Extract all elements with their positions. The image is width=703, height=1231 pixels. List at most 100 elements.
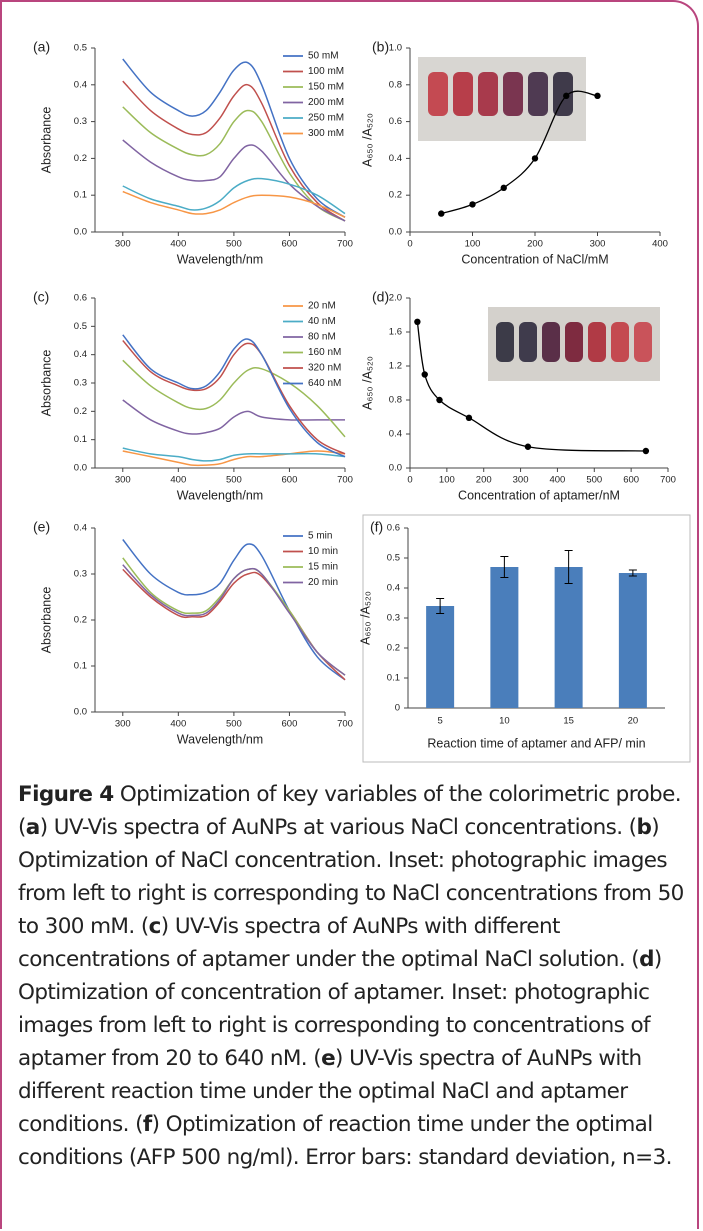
y-tick-label: 0.4 (387, 583, 400, 594)
x-axis-label: Concentration of aptamer/nM (458, 488, 620, 502)
x-tick-label: 600 (282, 239, 298, 250)
caption-run: ) Optimization of concentration of aptam… (18, 947, 662, 1071)
error-bar (628, 569, 637, 577)
legend-label: 40 nM (308, 316, 336, 327)
y-tick-label: 0.5 (74, 321, 87, 332)
y-tick-label: 1.6 (389, 327, 402, 338)
y-tick-label: 0.2 (74, 615, 87, 626)
y-tick-label: 0.0 (389, 227, 402, 238)
spectrum-line (122, 190, 346, 218)
legend-label: 250 mM (308, 113, 344, 124)
caption-run: ) UV-Vis spectra of AuNPs at various NaC… (39, 815, 637, 840)
y-axis-label: A₆₅₀ /A₅₂₀ (360, 113, 374, 167)
x-axis-label: Wavelength/nm (177, 252, 263, 266)
spectrum-line (122, 359, 346, 438)
x-tick-label: 300 (115, 475, 131, 486)
panel-label: (c) (33, 289, 49, 305)
y-tick-label: 2.0 (389, 293, 402, 304)
x-tick-label: 500 (226, 239, 242, 250)
caption-run: c (148, 914, 162, 939)
legend-label: 640 nM (308, 378, 341, 389)
y-tick-label: 1.0 (389, 43, 402, 54)
x-tick-label: 600 (623, 475, 639, 486)
legend-label: 160 nM (308, 347, 341, 358)
caption-run: ) Optimization of NaCl concentration. In… (18, 815, 684, 939)
y-tick-label: 0.2 (74, 153, 87, 164)
caption-run: ) Optimization of reaction time under th… (18, 1112, 672, 1170)
x-tick-label: 700 (337, 719, 353, 730)
x-tick-label: 300 (590, 239, 606, 250)
x-tick-label: 300 (115, 239, 131, 250)
data-point (414, 318, 421, 325)
y-tick-label: 0.4 (389, 153, 402, 164)
legend-label: 300 mM (308, 128, 344, 139)
x-tick-label: 200 (527, 239, 543, 250)
bar (554, 567, 583, 708)
legend-label: 10 min (308, 546, 338, 557)
y-tick-label: 0.4 (74, 523, 87, 534)
panel-label: (a) (33, 39, 50, 55)
x-tick-label: 700 (337, 239, 353, 250)
caption-run: Figure 4 (18, 782, 114, 807)
spectrum-line (122, 539, 346, 681)
chart-frame (362, 514, 691, 763)
data-point (524, 443, 532, 450)
x-tick-label: 300 (115, 719, 131, 730)
x-tick-label: 300 (513, 475, 529, 486)
x-tick-label: 5 (437, 716, 442, 727)
x-tick-label: 500 (586, 475, 602, 486)
figure-caption: Figure 4 Optimization of key variables o… (18, 778, 694, 1174)
x-tick-label: 400 (549, 475, 565, 486)
y-tick-label: 0.3 (74, 378, 87, 389)
x-tick-label: 200 (476, 475, 492, 486)
spectrum-line (122, 106, 346, 222)
caption-run: f (142, 1112, 152, 1137)
spectrum-line (122, 447, 346, 462)
x-tick-label: 500 (226, 719, 242, 730)
spectrum-line (122, 557, 346, 676)
y-tick-label: 0.8 (389, 79, 402, 90)
y-tick-label: 0.4 (74, 79, 87, 90)
data-point (469, 201, 476, 208)
legend-label: 320 nM (308, 363, 341, 374)
x-axis-label: Wavelength/nm (177, 732, 263, 746)
data-point (465, 414, 473, 422)
legend-label: 5 min (308, 531, 332, 542)
y-tick-label: 0.2 (389, 190, 402, 201)
spectrum-line (122, 340, 346, 455)
spectrum-line (122, 334, 346, 458)
y-tick-label: 0.6 (389, 116, 402, 127)
panel-label: (f) (370, 519, 383, 535)
y-tick-label: 0.4 (74, 349, 87, 360)
y-tick-label: 1.2 (389, 361, 402, 372)
y-tick-label: 0.4 (389, 429, 402, 440)
caption-run: ) UV-Vis spectra of AuNPs with different… (18, 1046, 642, 1137)
x-tick-label: 0 (407, 475, 412, 486)
x-tick-label: 15 (563, 716, 574, 727)
y-tick-label: 0 (395, 703, 400, 714)
caption-run: d (639, 947, 654, 972)
legend-label: 20 nM (308, 301, 336, 312)
x-tick-label: 600 (282, 475, 298, 486)
x-tick-label: 400 (170, 239, 186, 250)
x-tick-label: 500 (226, 475, 242, 486)
y-axis-label: Absorbance (39, 350, 53, 417)
y-tick-label: 0.1 (387, 673, 400, 684)
spectrum-line (122, 58, 346, 218)
y-tick-label: 0.5 (387, 553, 400, 564)
y-tick-label: 0.3 (74, 116, 87, 127)
y-tick-label: 0.8 (389, 395, 402, 406)
y-tick-label: 0.0 (74, 227, 87, 238)
spectrum-line (122, 139, 346, 222)
x-tick-label: 10 (499, 716, 510, 727)
y-tick-label: 0.1 (74, 434, 87, 445)
y-tick-label: 0.1 (74, 661, 87, 672)
bar (618, 573, 647, 708)
y-axis-label: A₆₅₀ /A₅₂₀ (360, 356, 374, 410)
x-tick-label: 400 (652, 239, 668, 250)
y-axis-label: A₆₅₀ /A₅₂₀ (358, 591, 372, 645)
data-point (421, 371, 428, 378)
legend-label: 80 nM (308, 332, 336, 343)
y-tick-label: 0.2 (387, 643, 400, 654)
